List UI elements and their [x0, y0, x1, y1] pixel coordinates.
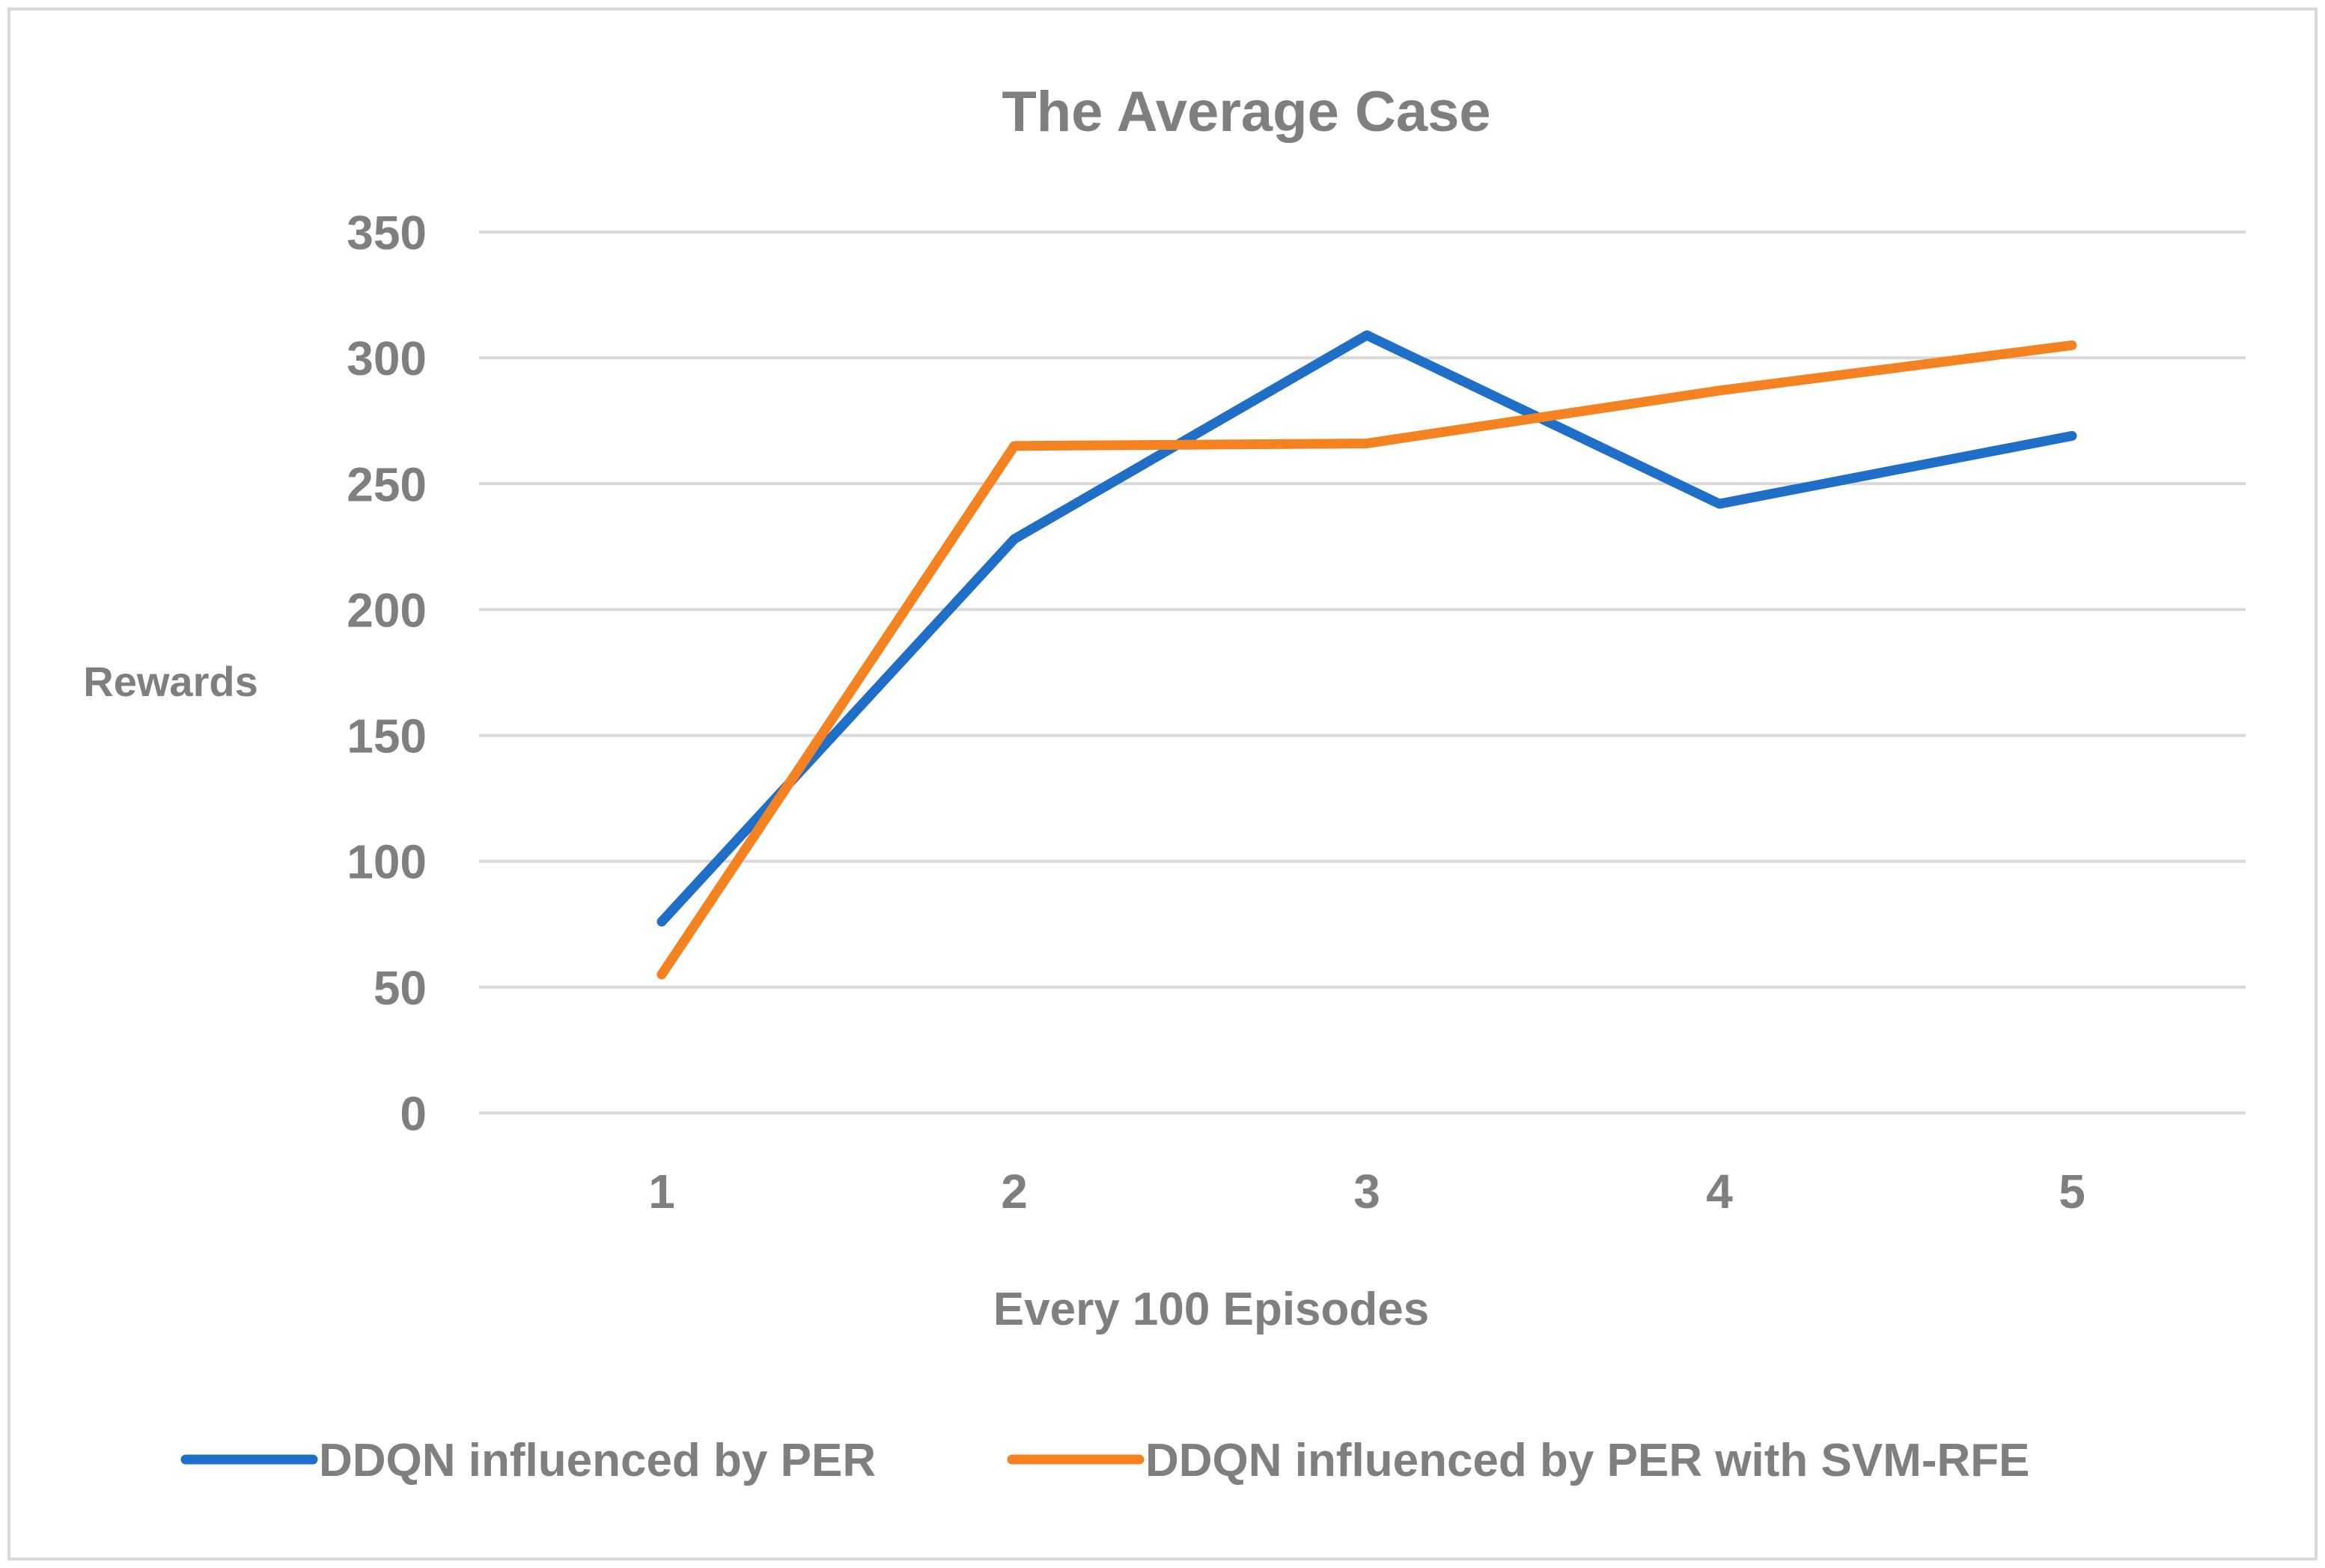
legend-label-series-2: DDQN influenced by PER with SVM-RFE: [1145, 1435, 2030, 1486]
data-point-series-2: [1014, 445, 1015, 447]
y-tick-label: 0: [400, 1087, 427, 1141]
y-tick-label: 350: [347, 206, 427, 260]
data-point-series-1: [1719, 503, 1720, 505]
y-tick-label: 300: [347, 332, 427, 385]
legend: DDQN influenced by PER DDQN influenced b…: [180, 1435, 2030, 1486]
x-tick-label: 1: [648, 1165, 675, 1218]
y-tick-label: 100: [347, 835, 427, 889]
x-axis-tick-labels: 1 2 3 4 5: [648, 1165, 2085, 1218]
series-lines: [656, 330, 2077, 980]
x-tick-label: 4: [1706, 1165, 1733, 1218]
x-axis-label: Every 100 Episodes: [993, 1284, 1429, 1335]
chart-title: The Average Case: [1002, 80, 1490, 144]
legend-label-series-1: DDQN influenced by PER: [319, 1435, 876, 1486]
data-point-series-1: [2071, 435, 2073, 437]
y-tick-label: 50: [374, 961, 427, 1015]
data-point-series-1: [661, 921, 662, 923]
x-tick-label: 2: [1001, 1165, 1028, 1218]
x-tick-label: 3: [1353, 1165, 1380, 1218]
y-tick-label: 150: [347, 710, 427, 763]
data-point-series-2: [661, 974, 662, 976]
x-tick-label: 5: [2059, 1165, 2085, 1218]
y-tick-label: 250: [347, 457, 427, 511]
data-point-series-2: [2071, 344, 2073, 347]
data-point-series-1: [1366, 334, 1368, 336]
y-axis-tick-labels: 0 50 100 150 200 250 300 350: [347, 206, 427, 1141]
y-axis-label: Rewards: [83, 658, 258, 705]
data-point-series-2: [1366, 442, 1368, 445]
data-point-series-2: [1719, 389, 1720, 391]
data-point-series-1: [1014, 538, 1015, 540]
y-tick-label: 200: [347, 583, 427, 637]
chart-border: [7, 7, 2318, 1561]
